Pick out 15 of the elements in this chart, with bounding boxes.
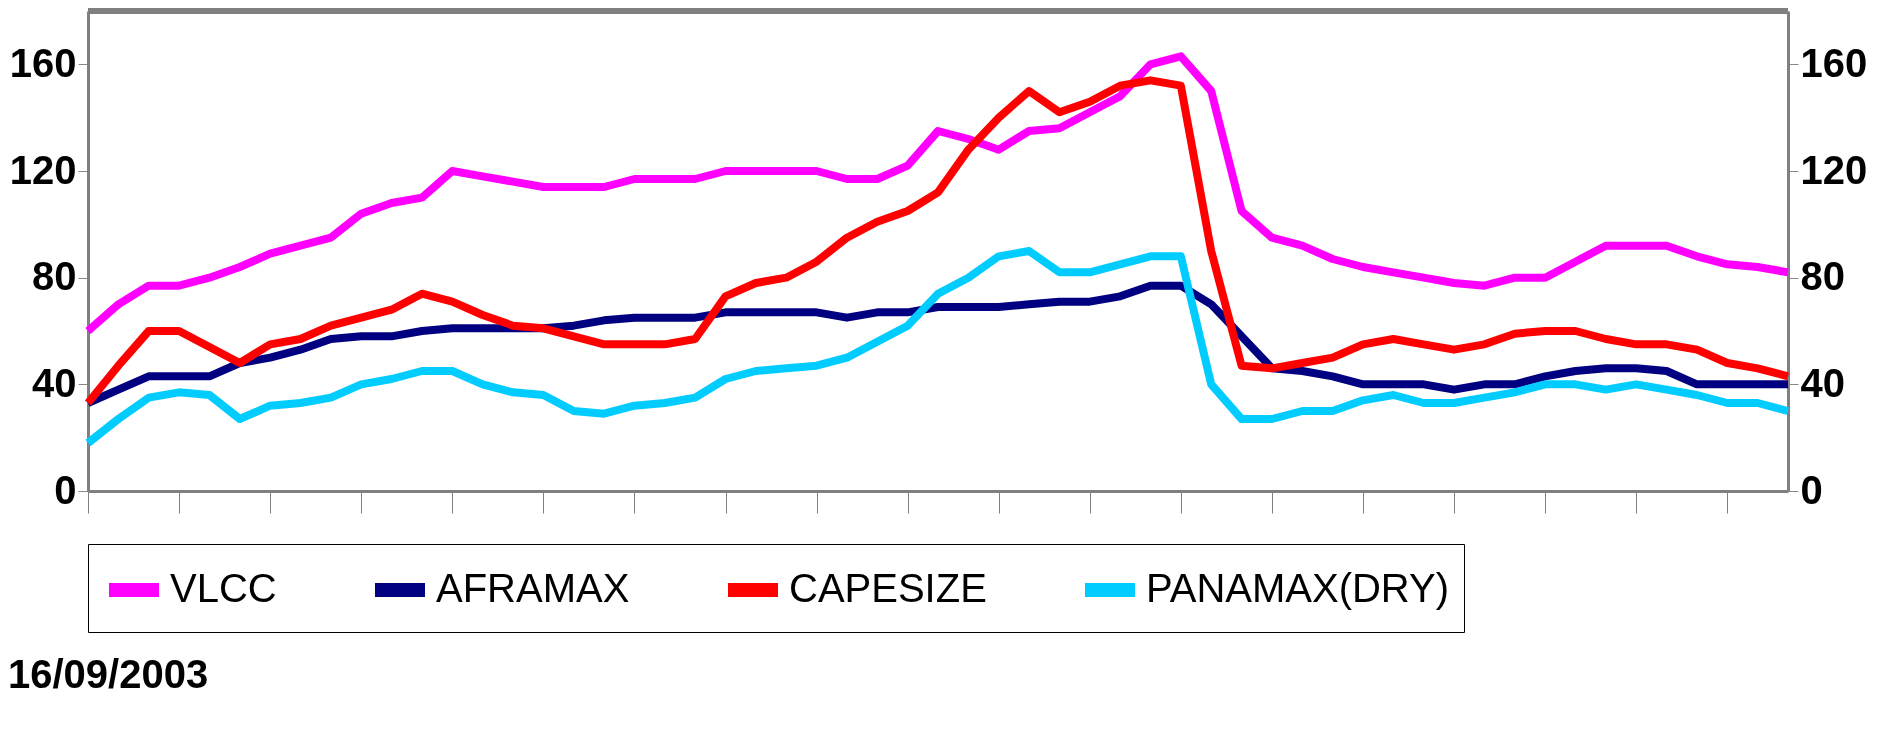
y2-tick-label: 80 (1800, 254, 1845, 299)
y2-tick-label: 40 (1800, 360, 1845, 405)
y-tick-label: 80 (32, 254, 77, 299)
legend-label: PANAMAX(DRY) (1146, 566, 1450, 610)
legend-label: AFRAMAX (436, 566, 630, 610)
text: 16/09/2003 (8, 652, 209, 696)
y-tick-label: 120 (9, 147, 77, 192)
y2-tick-label: 120 (1800, 147, 1868, 192)
y-tick-label: 40 (32, 360, 77, 405)
legend-label: CAPESIZE (789, 566, 987, 610)
y-tick-label: 160 (9, 40, 77, 85)
y2-tick-label: 160 (1800, 40, 1868, 85)
legend-label: VLCC (170, 566, 277, 610)
y2-tick-label: 0 (1800, 467, 1823, 512)
y-tick-label: 0 (54, 467, 77, 512)
